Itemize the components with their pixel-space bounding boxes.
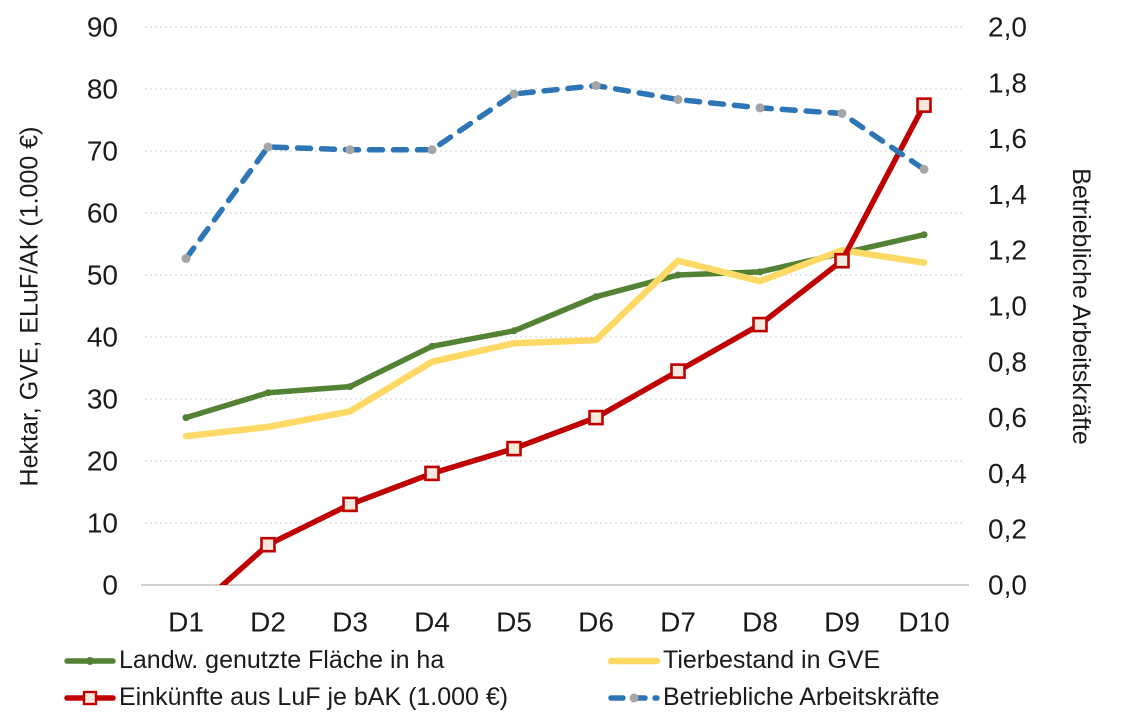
data-point-dot xyxy=(920,231,928,239)
x-axis-tick-label: D2 xyxy=(250,607,286,638)
data-point-gray-dot xyxy=(345,145,355,155)
legend-label: Landw. genutzte Fläche in ha xyxy=(119,646,445,674)
left-axis-tick-label: 60 xyxy=(87,198,118,229)
legend-item: Landw. genutzte Fläche in ha xyxy=(64,646,604,675)
right-axis-tick-label: 0,8 xyxy=(988,346,1027,377)
data-point-dot xyxy=(510,327,518,335)
right-axis-tick-label: 1,6 xyxy=(988,123,1027,154)
left-axis-tick-label: 80 xyxy=(87,74,118,105)
data-point-square xyxy=(260,536,276,553)
data-point-gray-dot xyxy=(591,81,601,91)
left-axis-tick-label: 30 xyxy=(87,384,118,415)
left-axis-tick-label: 70 xyxy=(87,136,118,167)
data-point-square xyxy=(834,252,850,269)
legend-item: Einkünfte aus LuF je bAK (1.000 €) xyxy=(64,683,604,712)
right-axis-tick-label: 0,0 xyxy=(988,570,1027,601)
data-point-gray-dot xyxy=(509,89,519,99)
legend-item: Tierbestand in GVE xyxy=(608,646,1094,675)
right-axis-tick-label: 1,8 xyxy=(988,67,1027,98)
legend-label: Einkünfte aus LuF je bAK (1.000 €) xyxy=(119,683,509,711)
left-axis-tick-label: 90 xyxy=(87,12,118,43)
legend-marker-icon xyxy=(608,693,660,702)
plot-area: 0 10 20 30 40 50 60 70 80 90 0,0 0,2 0,4 0,6 0,8 1,0 1,2… xyxy=(87,12,1027,638)
data-point-square xyxy=(506,440,522,457)
x-axis-tick-label: D7 xyxy=(660,607,696,638)
x-axis-tick-label: D5 xyxy=(496,607,532,638)
data-point-dot xyxy=(428,342,436,350)
data-point-dot xyxy=(592,293,600,301)
legend-item: Betriebliche Arbeitskräfte xyxy=(608,683,1094,712)
right-axis-tick-label: 0,6 xyxy=(988,402,1027,433)
data-point-square xyxy=(752,316,768,333)
data-point-gray-dot xyxy=(181,254,191,264)
series-line xyxy=(182,246,928,440)
x-axis-tick-label: D9 xyxy=(824,607,860,638)
data-point-gray-dot xyxy=(673,95,683,105)
x-axis-tick-label: D6 xyxy=(578,607,614,638)
right-axis-tick-label: 1,4 xyxy=(988,179,1027,210)
data-point-square xyxy=(670,363,686,379)
data-point-dot xyxy=(182,414,190,422)
data-point-gray-dot xyxy=(263,142,273,152)
data-point-square xyxy=(424,465,440,482)
data-point-square xyxy=(916,97,932,113)
x-axis-tick-label: D3 xyxy=(332,607,368,638)
right-axis-tick-label: 1,0 xyxy=(988,291,1027,322)
left-axis-tick-label: 10 xyxy=(87,508,118,539)
data-point-gray-dot xyxy=(837,108,847,118)
x-axis-tick-label: D1 xyxy=(168,607,204,638)
legend-marker-icon xyxy=(64,690,116,705)
left-axis-tick-label: 40 xyxy=(87,322,118,353)
legend: Landw. genutzte Fläche in ha Tierbestand … xyxy=(64,646,1094,712)
x-axis-tick-label: D8 xyxy=(742,607,778,638)
data-point-gray-dot xyxy=(919,164,929,174)
legend-marker-icon xyxy=(608,657,660,664)
data-point-dot xyxy=(264,389,272,397)
legend-label: Betriebliche Arbeitskräfte xyxy=(663,683,940,711)
x-axis-tick-label: D10 xyxy=(898,607,949,638)
right-axis-tick-label: 2,0 xyxy=(988,12,1027,43)
series-line xyxy=(218,102,927,585)
data-point-square xyxy=(342,496,358,513)
left-axis-tick-label: 0 xyxy=(102,570,118,601)
data-point-dot xyxy=(756,268,764,276)
data-point-gray-dot xyxy=(755,103,765,113)
left-axis-tick-label: 20 xyxy=(87,446,118,477)
legend-marker-icon xyxy=(64,656,116,665)
x-axis-tick-label: D4 xyxy=(414,607,450,638)
right-axis-tick-label: 0,4 xyxy=(988,458,1027,489)
right-axis-tick-label: 0,2 xyxy=(988,514,1027,545)
data-point-dot xyxy=(346,383,354,391)
series-line xyxy=(183,82,927,262)
data-point-square xyxy=(588,409,604,426)
data-point-gray-dot xyxy=(427,145,437,155)
legend-label: Tierbestand in GVE xyxy=(663,646,881,674)
data-point-dot xyxy=(674,271,682,279)
left-axis-tick-label: 50 xyxy=(87,260,118,291)
right-axis-tick-label: 1,2 xyxy=(988,235,1027,266)
